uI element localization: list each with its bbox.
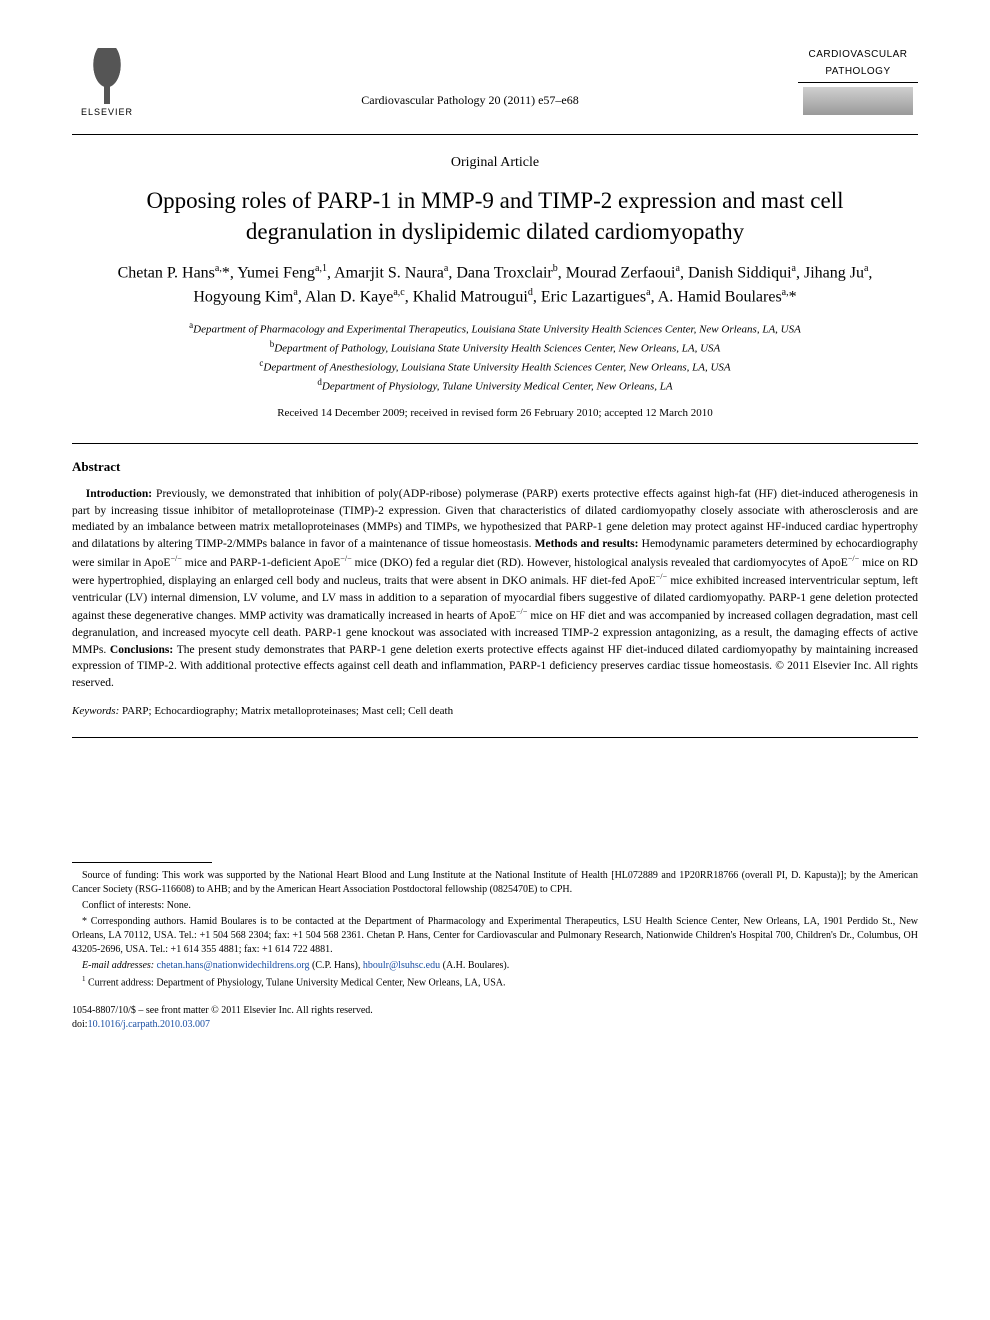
note1-key: 1 [82, 975, 86, 983]
journal-logo-line1: CARDIOVASCULAR [798, 48, 918, 61]
funding-note: Source of funding: This work was support… [72, 869, 918, 897]
email2-suffix: (A.H. Boulares). [440, 960, 509, 971]
affiliations-list: aDepartment of Pharmacology and Experime… [72, 319, 918, 395]
article-dates: Received 14 December 2009; received in r… [72, 406, 918, 421]
spacer [72, 752, 918, 862]
doi-label: doi: [72, 1019, 88, 1030]
keywords-text: PARP; Echocardiography; Matrix metallopr… [122, 705, 453, 717]
article-title: Opposing roles of PARP-1 in MMP-9 and TI… [72, 185, 918, 247]
abstract-body: Introduction: Previously, we demonstrate… [72, 486, 918, 692]
publisher-logo: ELSEVIER [72, 48, 142, 126]
doi-link[interactable]: 10.1016/j.carpath.2010.03.007 [88, 1019, 210, 1030]
current-address-note: 1 Current address: Department of Physiol… [72, 975, 918, 990]
abstract-bottom-rule [72, 737, 918, 738]
copyright-block: 1054-8807/10/$ – see front matter © 2011… [72, 1004, 918, 1032]
footnotes-block: Source of funding: This work was support… [72, 869, 918, 990]
publisher-name: ELSEVIER [81, 106, 133, 119]
journal-cover-icon [803, 87, 913, 115]
journal-reference: Cardiovascular Pathology 20 (2011) e57–e… [142, 48, 798, 109]
doi-line: doi:10.1016/j.carpath.2010.03.007 [72, 1018, 918, 1032]
journal-logo-line2: PATHOLOGY [798, 65, 918, 78]
article-type: Original Article [72, 153, 918, 173]
emails-label: E-mail addresses: [82, 960, 154, 971]
emails-line: E-mail addresses: chetan.hans@nationwide… [72, 959, 918, 973]
email1-suffix: (C.P. Hans), [310, 960, 363, 971]
header-rule [72, 134, 918, 135]
copyright-line: 1054-8807/10/$ – see front matter © 2011… [72, 1004, 918, 1018]
note1-text: Current address: Department of Physiolog… [88, 977, 506, 988]
journal-logo-block: CARDIOVASCULAR PATHOLOGY [798, 48, 918, 115]
email-link-2[interactable]: hboulr@lsuhsc.edu [363, 960, 440, 971]
authors-list: Chetan P. Hansa,*, Yumei Fenga,1, Amarji… [72, 261, 918, 310]
abstract-top-rule [72, 443, 918, 444]
abstract-heading: Abstract [72, 458, 918, 476]
corresponding-note: * Corresponding authors. Hamid Boulares … [72, 915, 918, 957]
keywords-block: Keywords: PARP; Echocardiography; Matrix… [72, 704, 918, 719]
keywords-label: Keywords: [72, 705, 119, 717]
conflict-note: Conflict of interests: None. [72, 899, 918, 913]
footnote-rule [72, 862, 212, 863]
journal-logo-divider [798, 82, 918, 83]
elsevier-tree-icon [83, 48, 131, 104]
email-link-1[interactable]: chetan.hans@nationwidechildrens.org [157, 960, 310, 971]
header-row: ELSEVIER Cardiovascular Pathology 20 (20… [72, 48, 918, 126]
